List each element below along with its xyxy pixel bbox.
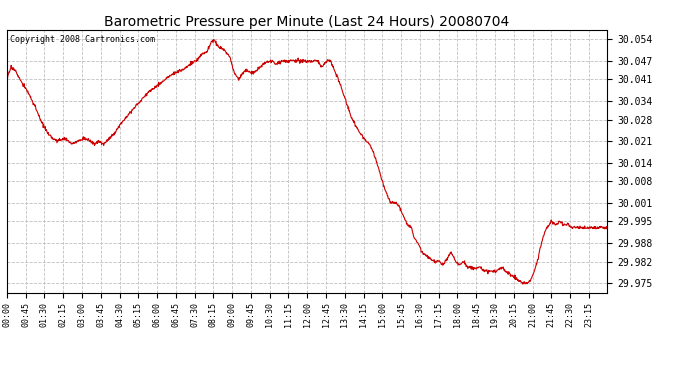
Title: Barometric Pressure per Minute (Last 24 Hours) 20080704: Barometric Pressure per Minute (Last 24 … [104, 15, 510, 29]
Text: Copyright 2008 Cartronics.com: Copyright 2008 Cartronics.com [10, 35, 155, 44]
